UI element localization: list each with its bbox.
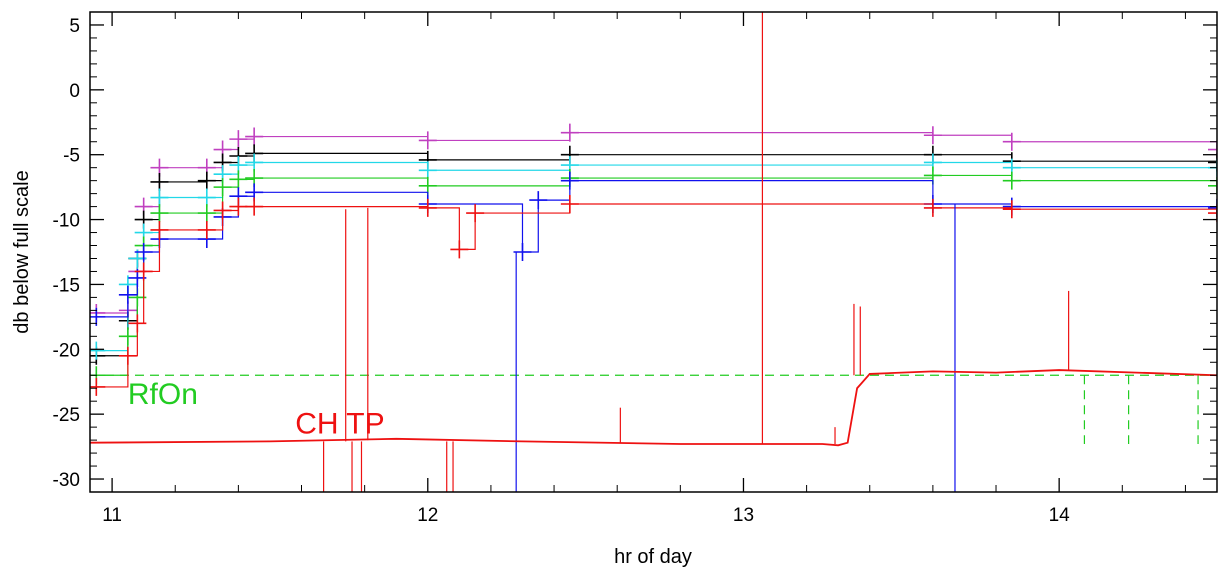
series-line-blue xyxy=(96,180,1217,318)
series-marker-red xyxy=(923,198,942,217)
annotation-label: RfOn xyxy=(128,378,198,411)
series-marker-red xyxy=(128,314,147,333)
series-marker-red xyxy=(134,262,153,281)
series-marker-green xyxy=(229,170,248,189)
y-tick-label: -25 xyxy=(53,405,80,426)
y-tick-label: -15 xyxy=(53,275,80,296)
series-marker-red xyxy=(560,195,579,213)
series-marker-blue xyxy=(560,171,579,190)
y-tick-label: 5 xyxy=(69,16,80,37)
series-marker-magenta xyxy=(560,123,579,142)
series-marker-cyan xyxy=(245,153,264,172)
series-marker-magenta xyxy=(229,130,248,149)
series-marker-red xyxy=(245,197,264,216)
annotations: RfOn CH TP xyxy=(128,378,385,441)
series-marker-red xyxy=(150,220,169,239)
series-marker-red xyxy=(197,220,216,239)
annotation-label: CH TP xyxy=(295,408,384,441)
x-tick-label: 14 xyxy=(1049,505,1071,526)
series-marker-black xyxy=(1208,153,1217,172)
series-marker-cyan xyxy=(150,188,169,207)
plot-marks xyxy=(90,12,1217,492)
series-marker-green xyxy=(1208,176,1217,195)
x-tick-label: 13 xyxy=(733,505,754,526)
series-marker-green xyxy=(150,204,169,223)
x-axis-title: hr of day xyxy=(614,546,692,568)
series-marker-green xyxy=(1002,171,1021,190)
series-marker-blue xyxy=(134,243,153,261)
series-marker-red xyxy=(213,201,232,220)
series-marker-green xyxy=(118,327,137,346)
series-marker-red xyxy=(118,346,137,365)
series-marker-magenta xyxy=(418,131,437,150)
x-tick-label: 12 xyxy=(417,505,438,526)
series-marker-blue xyxy=(118,285,137,304)
series-line-cyan xyxy=(96,161,1217,352)
series-marker-black xyxy=(197,171,216,190)
series-marker-magenta xyxy=(245,127,264,146)
series-marker-red xyxy=(1208,204,1217,223)
series-marker-magenta xyxy=(1002,132,1021,151)
series-marker-green xyxy=(213,178,232,197)
series-marker-magenta xyxy=(923,126,942,145)
series-line-magenta xyxy=(96,132,1217,314)
axis-ticks: 5 0 -5 -10 -15 -20 -25 -30 11 12 13 14 xyxy=(53,12,1217,526)
series-marker-cyan xyxy=(197,188,216,207)
x-tick-label: 11 xyxy=(102,505,122,526)
series-marker-green xyxy=(197,204,216,223)
series-marker-red xyxy=(450,240,469,259)
series-line-black xyxy=(96,152,1217,357)
y-tick-label: -20 xyxy=(53,340,80,361)
chtp-line xyxy=(90,369,1217,447)
y-tick-label: -10 xyxy=(53,211,80,232)
series-line-red xyxy=(96,203,1217,388)
y-axis-title: db below full scale xyxy=(11,170,33,333)
series-marker-blue xyxy=(1208,198,1217,217)
series-marker-red xyxy=(466,204,485,223)
series-marker-cyan xyxy=(418,161,437,180)
series-marker-red xyxy=(229,197,248,216)
plot-frame xyxy=(89,11,1218,493)
series-marker-red xyxy=(418,198,437,217)
y-tick-label: -5 xyxy=(63,146,80,167)
y-tick-label: 0 xyxy=(69,81,80,102)
series-marker-magenta xyxy=(1208,140,1217,159)
y-tick-label: -30 xyxy=(53,470,80,491)
series-marker-blue xyxy=(529,191,548,210)
series-marker-black xyxy=(150,172,169,191)
series-line-green xyxy=(96,174,1217,376)
series-marker-red xyxy=(1002,200,1021,219)
